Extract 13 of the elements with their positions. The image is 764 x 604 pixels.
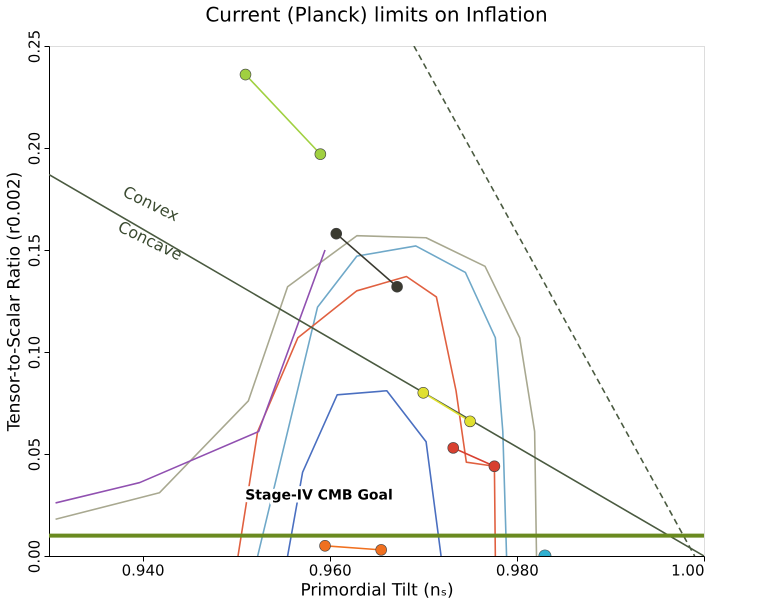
x-tick-label: 1.00: [671, 562, 704, 580]
chart-title: Current (Planck) limits on Inflation: [205, 2, 548, 26]
y-tick-label: 0.15: [26, 234, 44, 268]
y-tick-label: 0.20: [26, 132, 44, 166]
y-tick-label: 0.10: [26, 336, 44, 370]
x-tick-label: 0.940: [122, 562, 165, 580]
x-tick-label: 0.980: [496, 562, 539, 580]
y-tick-label: 0.05: [26, 438, 44, 472]
y-tick-label: 0.25: [26, 30, 44, 64]
y-axis-title: Tensor-to-Scalar Ratio (r0.002): [4, 172, 24, 432]
x-tick-label: 0.960: [308, 562, 352, 580]
y-tick-label: 0.00: [26, 540, 44, 574]
x-axis-title: Primordial Tilt (nₛ): [300, 580, 454, 600]
